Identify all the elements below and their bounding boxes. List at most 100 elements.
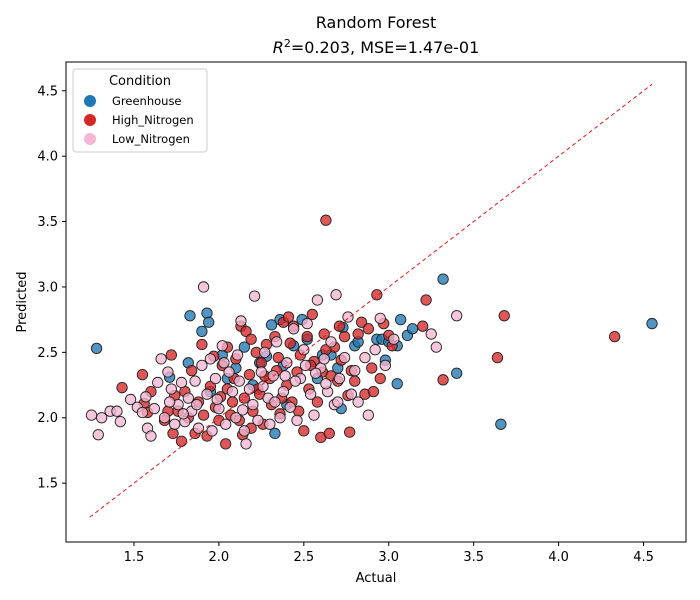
legend: Condition Greenhouse High_Nitrogen Low_Nit… — [72, 68, 208, 153]
data-point — [182, 392, 194, 404]
x-tick-label: 1.5 — [124, 550, 145, 565]
data-point — [355, 316, 368, 328]
data-point — [491, 351, 504, 364]
data-point — [90, 342, 103, 355]
data-point — [282, 311, 295, 323]
data-point — [165, 349, 177, 361]
data-point — [196, 338, 208, 351]
data-point — [203, 316, 215, 328]
data-point — [158, 412, 171, 424]
data-point — [284, 401, 296, 413]
data-point — [223, 366, 235, 378]
data-point — [320, 378, 332, 390]
data-point — [189, 375, 201, 387]
data-point — [197, 281, 210, 293]
plot-frame — [65, 61, 687, 543]
data-point — [342, 311, 354, 323]
data-point — [243, 383, 256, 395]
data-point — [270, 336, 283, 348]
legend-label: High_Nitrogen — [112, 113, 194, 127]
data-point — [281, 357, 293, 369]
data-point — [379, 359, 391, 372]
data-point — [169, 418, 181, 430]
data-point — [352, 328, 364, 340]
data-point — [213, 402, 225, 415]
data-point — [310, 367, 322, 379]
data-point — [96, 412, 108, 424]
y-tick-label: 4.0 — [37, 150, 58, 165]
data-point — [301, 317, 313, 330]
data-point — [264, 418, 276, 430]
data-point — [238, 392, 251, 404]
data-point — [238, 425, 251, 437]
data-point — [279, 370, 291, 382]
y-axis-label: Predicted — [15, 271, 30, 332]
data-point — [201, 388, 213, 400]
data-point — [277, 385, 290, 398]
data-point — [646, 317, 658, 330]
data-point — [311, 396, 324, 408]
data-point — [252, 414, 264, 427]
data-point — [148, 402, 160, 415]
data-point — [344, 426, 356, 438]
data-point — [186, 365, 198, 377]
data-point — [206, 425, 218, 437]
data-point — [495, 418, 507, 430]
data-point — [116, 382, 128, 394]
data-point — [451, 310, 463, 322]
data-point — [265, 319, 278, 331]
data-point — [304, 388, 317, 400]
data-point — [269, 427, 281, 440]
data-point — [226, 396, 239, 408]
data-point — [394, 314, 407, 326]
data-point — [216, 340, 228, 352]
data-point — [374, 372, 386, 385]
data-point — [345, 388, 358, 400]
data-point — [498, 310, 510, 322]
subtitle-superscript: 2 — [284, 37, 291, 50]
legend-label: Greenhouse — [112, 94, 182, 108]
subtitle-r-symbol: R — [273, 38, 284, 57]
data-point — [437, 273, 449, 285]
data-point — [289, 375, 301, 387]
y-tick-label: 2.0 — [37, 411, 58, 426]
x-tick-label: 2.5 — [293, 550, 314, 565]
data-point — [201, 307, 213, 319]
data-point — [269, 396, 281, 408]
data-point — [333, 320, 346, 332]
data-point — [163, 396, 176, 408]
data-point — [338, 331, 351, 343]
data-point — [136, 368, 149, 381]
data-point — [152, 376, 164, 389]
x-tick-label: 4.5 — [633, 550, 654, 565]
data-point — [311, 294, 324, 306]
y-tick-label: 2.5 — [37, 346, 58, 361]
data-point — [330, 289, 342, 301]
data-point — [320, 214, 332, 226]
data-point — [114, 416, 127, 428]
data-point — [318, 328, 330, 340]
x-axis-label: Actual — [356, 571, 397, 586]
data-point — [196, 359, 208, 372]
data-point — [306, 308, 318, 321]
data-point — [211, 393, 223, 406]
data-point — [237, 404, 249, 416]
data-point — [136, 406, 149, 419]
data-point — [204, 353, 217, 365]
data-point — [391, 378, 403, 390]
data-point — [191, 399, 203, 411]
data-point — [243, 368, 256, 381]
data-point — [111, 405, 123, 417]
x-tick-label: 3.5 — [463, 550, 484, 565]
chart-subtitle: R2=0.203, MSE=1.47e-01 — [273, 37, 480, 58]
reference-line — [89, 83, 653, 518]
legend-label: Low_Nitrogen — [112, 132, 190, 146]
data-point — [430, 341, 442, 353]
data-point — [235, 315, 247, 327]
data-point — [349, 375, 361, 387]
legend-items: Greenhouse High_Nitrogen Low_Nitrogen — [84, 94, 194, 146]
data-point — [85, 409, 98, 421]
data-point — [318, 353, 330, 365]
data-point — [220, 418, 232, 430]
